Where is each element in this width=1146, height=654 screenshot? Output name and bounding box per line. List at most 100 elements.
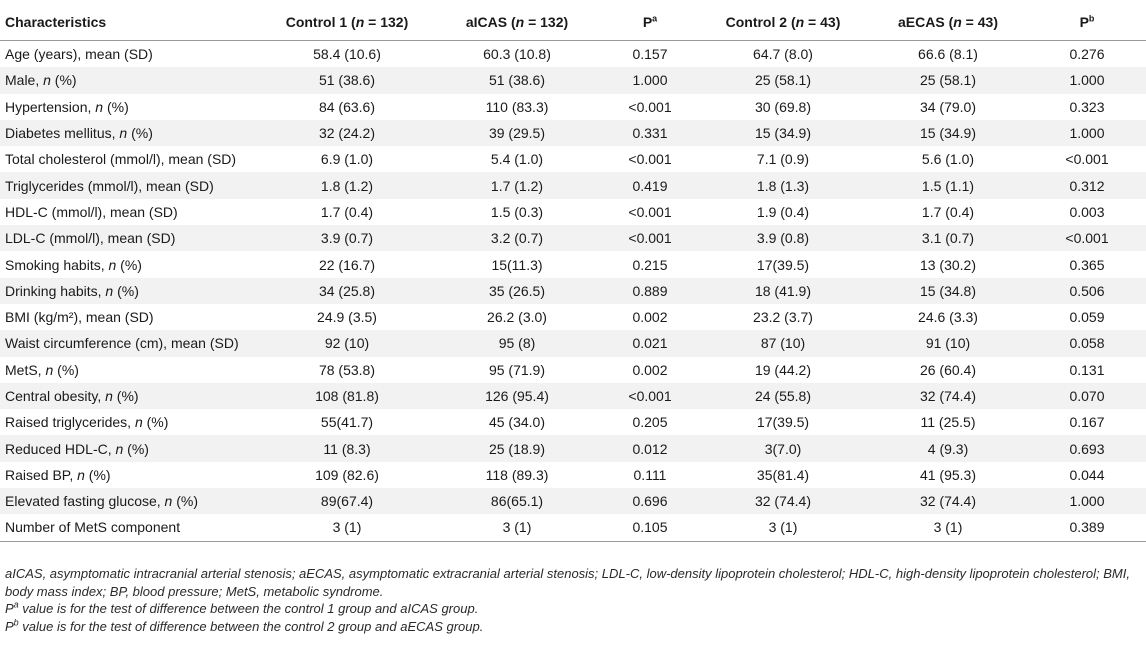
cell-control1: 92 (10) [262,330,432,357]
row-characteristic-unit: (%) [103,98,129,115]
table-row: LDL-C (mmol/l), mean (SD) 3.9 (0.7) 3.2 (0… [0,225,1146,252]
cell-control1: 58.4 (10.6) [262,40,432,68]
row-characteristic-text: Diabetes mellitus, [5,125,120,142]
cell-pa: 0.331 [602,119,698,147]
header-pb-base: P [1079,14,1089,30]
header-control2: Control 2 (n = 43) [698,4,868,41]
row-characteristic-unit: (%) [50,72,77,89]
cell-pb: 0.693 [1028,435,1146,462]
cell-aicas: 95 (71.9) [432,356,602,383]
cell-control1: 1.8 (1.2) [262,172,432,199]
cell-pb: 1.000 [1028,488,1146,515]
cell-control1: 109 (82.6) [262,461,432,489]
cell-aicas: 1.7 (1.2) [432,172,602,199]
row-characteristic-n: n [119,125,128,142]
header-pa: Pa [602,4,698,41]
cell-pb: 0.312 [1028,172,1146,199]
cell-pa: <0.001 [602,93,698,120]
row-characteristic-n: n [115,440,124,457]
row-characteristic-n: n [45,361,54,378]
table-row: HDL-C (mmol/l), mean (SD) 1.7 (0.4) 1.5 (0… [0,198,1146,226]
cell-pb: 1.000 [1028,67,1146,94]
header-aecas-pre: aECAS ( [898,14,954,30]
cell-control1: 22 (16.7) [262,251,432,278]
table-row: Smoking habits, n (%) 22 (16.7) 15(11.3) 0.… [0,251,1146,278]
header-aecas: aECAS (n = 43) [868,4,1028,41]
cell-pa: 0.205 [602,409,698,436]
header-pb-sup: b [1088,13,1095,24]
cell-aicas: 126 (95.4) [432,382,602,410]
cell-control1: 3 (1) [262,514,432,542]
cell-control1: 89(67.4) [262,488,432,515]
cell-aecas: 24.6 (3.3) [868,303,1028,331]
row-characteristic-unit: (%) [123,440,149,457]
cell-pb: <0.001 [1028,225,1146,252]
row-characteristic: Reduced HDL-C, n (%) [0,435,262,462]
row-characteristic: Triglycerides (mmol/l), mean (SD) [0,172,262,199]
cell-pa: 0.002 [602,356,698,383]
row-characteristic-text: Total cholesterol (mmol/l), mean (SD) [5,151,237,168]
cell-control2: 17(39.5) [698,409,868,436]
cell-control2: 3 (1) [698,514,868,542]
cell-aicas: 86(65.1) [432,488,602,515]
cell-pb: 0.167 [1028,409,1146,436]
cell-control1: 108 (81.8) [262,382,432,410]
cell-control1: 1.7 (0.4) [262,198,432,226]
row-characteristic-text: Elevated fasting glucose, [5,493,165,510]
cell-pa: <0.001 [602,146,698,173]
row-characteristic: Age (years), mean (SD) [0,40,262,68]
table-header-row: Characteristics Control 1 (n = 132) aICA… [0,4,1146,41]
table-row: Age (years), mean (SD) 58.4 (10.6) 60.3 (1… [0,40,1146,68]
table-body: Age (years), mean (SD) 58.4 (10.6) 60.3 (1… [0,40,1146,542]
cell-control2: 24 (55.8) [698,382,868,410]
row-characteristic-text: HDL-C (mmol/l), mean (SD) [5,203,178,220]
cell-control1: 34 (25.8) [262,277,432,304]
cell-pb: 0.044 [1028,461,1146,489]
header-aicas-n: n [515,14,525,30]
cell-control2: 7.1 (0.9) [698,146,868,173]
row-characteristic-n: n [164,493,173,510]
cell-aicas: 95 (8) [432,330,602,357]
cell-control2: 25 (58.1) [698,67,868,94]
table-row: Diabetes mellitus, n (%) 32 (24.2) 39 (29.… [0,119,1146,147]
row-characteristic: Smoking habits, n (%) [0,251,262,278]
header-control2-pre: Control 2 ( [725,14,796,30]
cell-control2: 15 (34.9) [698,119,868,147]
cell-pb: 0.323 [1028,93,1146,120]
cell-aecas: 34 (79.0) [868,93,1028,120]
cell-control2: 19 (44.2) [698,356,868,383]
cell-aicas: 25 (18.9) [432,435,602,462]
header-control1-post: = 132) [364,14,409,30]
cell-pa: <0.001 [602,225,698,252]
cell-pa: <0.001 [602,382,698,410]
header-control1-pre: Control 1 ( [285,14,356,30]
cell-aecas: 4 (9.3) [868,435,1028,462]
row-characteristic-text: Triglycerides (mmol/l), mean (SD) [5,177,214,194]
cell-aecas: 11 (25.5) [868,409,1028,436]
row-characteristic: LDL-C (mmol/l), mean (SD) [0,225,262,252]
cell-pa: 0.696 [602,488,698,515]
row-characteristic-unit: (%) [116,256,142,273]
row-characteristic-unit: (%) [172,493,199,510]
footnote-pb-sup: b [13,617,19,628]
cell-pa: 0.021 [602,330,698,357]
footnote-pa-sup: a [13,599,19,610]
cell-aicas: 51 (38.6) [432,67,602,94]
cell-aicas: 26.2 (3.0) [432,303,602,331]
row-characteristic-text: Smoking habits, [5,256,109,273]
cell-control1: 51 (38.6) [262,67,432,94]
header-aicas: aICAS (n = 132) [432,4,602,41]
row-characteristic: MetS, n (%) [0,356,262,383]
cell-aecas: 32 (74.4) [868,488,1028,515]
cell-aicas: 1.5 (0.3) [432,198,602,226]
cell-aecas: 3 (1) [868,514,1028,542]
cell-aecas: 91 (10) [868,330,1028,357]
row-characteristic-n: n [95,98,104,115]
cell-control2: 30 (69.8) [698,93,868,120]
row-characteristic-text: Number of MetS component [5,519,181,536]
row-characteristic-n: n [77,466,85,483]
cell-control2: 35(81.4) [698,461,868,489]
row-characteristic-text: Male, [5,72,44,89]
footnote-pb-base: P [5,618,14,634]
